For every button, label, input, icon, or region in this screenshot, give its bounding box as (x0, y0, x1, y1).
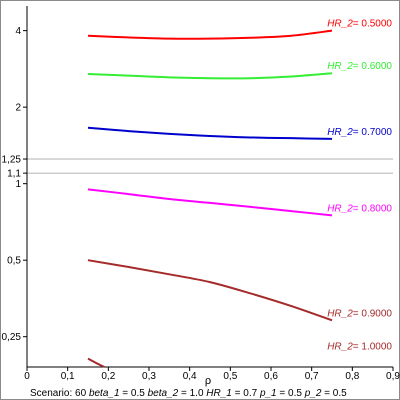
scenario-footer: Scenario: 60 beta_1 = 0.5 beta_2 = 1.0 H… (30, 388, 347, 399)
x-tick-label-2: 0,2 (101, 371, 115, 382)
x-axis-title: ρ (205, 375, 211, 387)
series-label-0: HR_2= 0.5000 (327, 19, 392, 30)
y-tick-label-2: 1 (15, 179, 21, 190)
series-label-5: HR_2= 1.0000 (327, 342, 392, 353)
x-tick-label-1: 0,1 (61, 371, 75, 382)
y-tick-label-5: 2 (15, 103, 21, 114)
x-tick-label-4: 0,4 (183, 371, 197, 382)
series-line-5 (87, 357, 105, 368)
x-tick-label-9: 0,9 (386, 371, 400, 382)
series-line-3 (87, 188, 333, 217)
x-tick-label-8: 0,8 (345, 371, 359, 382)
series-line-1 (87, 72, 333, 80)
series-label-2: HR_2= 0.7000 (327, 127, 392, 138)
x-tick-label-3: 0,3 (142, 371, 156, 382)
x-tick-label-0: 0 (24, 371, 30, 382)
series-label-1: HR_2= 0.6000 (327, 61, 392, 72)
series-line-0 (87, 29, 333, 40)
y-tick-label-1: 0,5 (7, 256, 21, 267)
series-label-3: HR_2= 0.8000 (327, 203, 392, 214)
x-tick-label-6: 0,6 (264, 371, 278, 382)
y-tick-label-6: 4 (15, 26, 21, 37)
series-label-4: HR_2= 0.9000 (327, 308, 392, 319)
series-line-4 (87, 259, 333, 322)
y-tick-label-4: 1,25 (2, 155, 22, 166)
x-tick-label-7: 0,7 (305, 371, 319, 382)
y-tick-label-3: 1,1 (7, 169, 21, 180)
y-tick-label-0: 0,25 (2, 332, 22, 343)
x-tick-label-5: 0,5 (223, 371, 237, 382)
series-line-2 (87, 126, 333, 140)
